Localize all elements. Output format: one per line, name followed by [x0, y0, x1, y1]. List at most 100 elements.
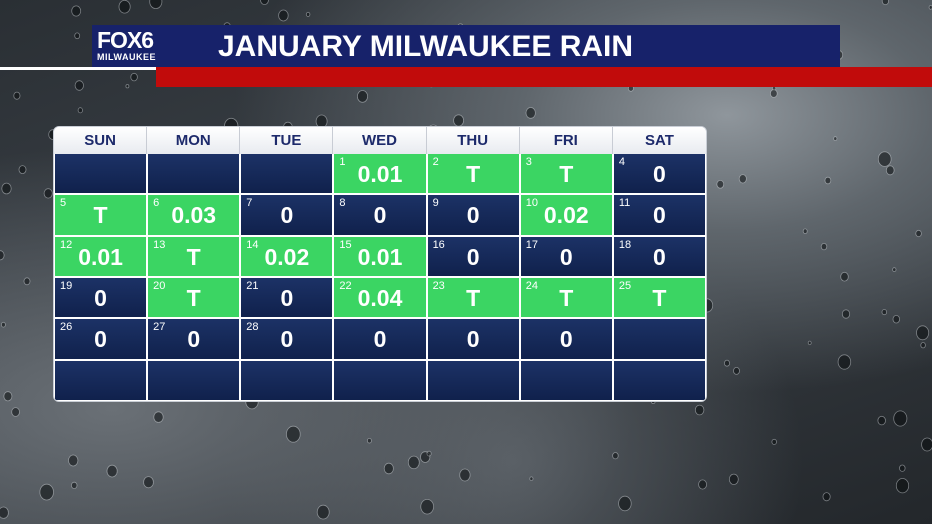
rain-drop	[920, 342, 926, 349]
rain-drop	[143, 476, 154, 489]
rain-amount: 0	[94, 285, 107, 312]
rain-amount: 0	[466, 326, 480, 353]
day-number: 23	[432, 279, 445, 292]
rain-amount	[334, 361, 425, 400]
rain-amount	[521, 361, 612, 400]
calendar-day-cell: 12 0.01	[55, 236, 147, 276]
rain-amount: 0	[466, 202, 480, 229]
rain-amount: 0	[466, 243, 480, 270]
calendar-day-cell	[613, 360, 705, 400]
rain-drop	[106, 464, 118, 478]
rain-drop	[525, 107, 536, 119]
rain-drop	[807, 340, 812, 346]
rain-drop	[529, 476, 534, 481]
rain-drop	[822, 492, 831, 502]
calendar-day-cell: 15 0.01	[334, 236, 426, 276]
rain-amount: T	[559, 161, 574, 188]
rain-amount: 0	[373, 202, 387, 229]
rain-drop	[74, 80, 84, 91]
rain-amount: T	[466, 161, 481, 188]
day-number: 2	[432, 156, 439, 168]
calendar-day-cell: 19 0	[55, 277, 147, 318]
rain-drop	[0, 250, 5, 261]
rain-amount: 0.01	[78, 243, 123, 270]
rain-amount: 0	[653, 161, 666, 188]
calendar-day-cell	[148, 360, 240, 400]
weekday-label: TUE	[240, 127, 334, 154]
rain-amount	[241, 361, 332, 400]
calendar-day-cell: 21 0	[241, 277, 333, 318]
rain-drop	[694, 404, 705, 416]
rain-drop	[716, 180, 725, 189]
rain-drop	[877, 151, 892, 167]
day-number: 16	[432, 238, 445, 251]
rain-amount: 0	[94, 326, 107, 353]
day-number: 19	[60, 279, 73, 292]
rain-amount: 0.03	[171, 202, 217, 229]
rain-amount	[241, 154, 332, 193]
header-bar	[92, 25, 840, 67]
calendar-day-cell: 20 T	[148, 277, 240, 318]
rain-drop	[916, 325, 930, 341]
rain-drop	[893, 410, 908, 427]
weekday-label: SUN	[54, 127, 148, 154]
rain-drop	[612, 452, 619, 460]
rain-amount	[614, 319, 705, 358]
day-number: 1	[339, 156, 346, 168]
rain-drop	[833, 136, 838, 141]
calendar-day-cell: 10 0.02	[520, 195, 612, 235]
rain-drop	[885, 165, 895, 176]
rain-drop	[260, 0, 269, 5]
calendar-day-cell: 0	[334, 319, 426, 359]
rain-amount: 0.04	[357, 285, 403, 312]
rain-amount	[55, 361, 146, 400]
calendar-day-cell	[55, 154, 147, 194]
day-number: 12	[60, 238, 73, 251]
calendar-day-cell	[241, 360, 333, 400]
rain-drop	[820, 243, 828, 251]
rain-amount: 0.01	[357, 161, 403, 188]
rain-drop	[895, 478, 910, 494]
day-number: 6	[153, 197, 160, 210]
rain-amount: 0.02	[264, 243, 310, 270]
rain-drop	[18, 165, 27, 175]
calendar-day-cell: 23 T	[427, 277, 519, 318]
page-title: JANUARY MILWAUKEE RAIN	[218, 30, 634, 63]
day-number: 26	[60, 321, 73, 334]
calendar-day-cell: 17 0	[520, 236, 612, 276]
rain-amount: 0	[187, 326, 201, 353]
rain-drop	[420, 499, 435, 515]
rain-drop	[43, 188, 53, 199]
calendar-day-cell: 11 0	[613, 195, 705, 235]
rain-drop	[877, 415, 886, 426]
day-number: 4	[618, 156, 625, 168]
calendar-day-cell: 27 0	[148, 319, 240, 359]
day-number: 13	[153, 238, 166, 251]
rain-amount: 0.02	[543, 202, 589, 229]
rain-drop	[915, 229, 922, 238]
rain-drop	[881, 0, 889, 6]
rain-drop	[130, 72, 138, 82]
day-number: 22	[339, 279, 352, 292]
rain-amount: 0	[653, 202, 666, 229]
rain-amount: 0	[559, 326, 573, 353]
day-number: 27	[153, 321, 166, 334]
rain-drop	[68, 454, 79, 467]
rain-amount	[148, 154, 239, 193]
rain-drop	[149, 0, 163, 9]
rain-drop	[125, 84, 130, 89]
day-number: 17	[525, 238, 538, 251]
calendar-day-cell: 6 0.03	[148, 195, 240, 235]
rain-drop	[70, 481, 78, 489]
day-number: 7	[246, 197, 253, 210]
calendar-day-cell: 26 0	[55, 319, 147, 359]
rain-amount	[614, 361, 705, 400]
calendar-day-cell	[55, 360, 147, 400]
day-number: 11	[618, 197, 631, 210]
rain-amount: T	[186, 243, 201, 270]
weekday-header-row: SUN MON TUE WED THU FRI SAT	[54, 127, 706, 154]
rain-drop	[738, 174, 747, 184]
calendar-day-cell	[334, 360, 426, 400]
rain-drop	[892, 267, 897, 272]
